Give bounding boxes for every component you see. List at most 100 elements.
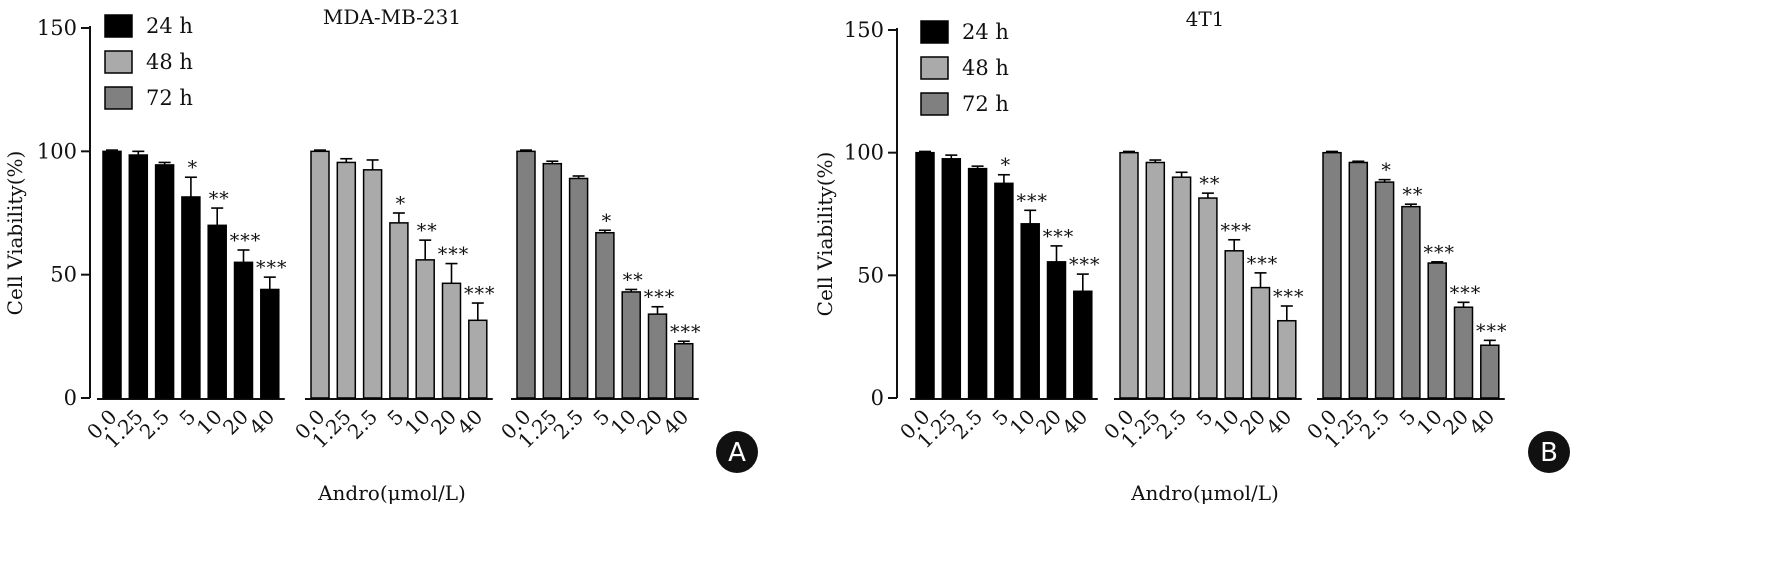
bar <box>362 169 383 399</box>
significance-marker: ** <box>1199 173 1220 195</box>
x-tick-label: 40 <box>658 405 693 440</box>
significance-marker: * <box>1001 155 1012 177</box>
significance-marker: *** <box>1220 220 1252 242</box>
legend-label: 24 h <box>146 14 193 38</box>
bar <box>1401 205 1421 399</box>
y-tick-label: 50 <box>50 263 77 287</box>
bar <box>1250 286 1271 399</box>
bar <box>1145 161 1166 399</box>
bar <box>621 291 641 399</box>
significance-marker: *** <box>464 283 496 305</box>
bar <box>1119 151 1139 399</box>
bar <box>516 150 536 399</box>
y-axis-label: Cell Viability(%) <box>813 152 837 317</box>
bar <box>260 288 280 399</box>
significance-marker: ** <box>209 188 230 210</box>
y-axis-label: Cell Viability(%) <box>3 151 27 316</box>
bar <box>310 150 330 399</box>
bar <box>595 231 615 399</box>
significance-marker: *** <box>670 321 702 343</box>
x-tick-label: 2.5 <box>135 405 174 444</box>
x-tick-label: 40 <box>1261 405 1296 440</box>
chart-panel-b: 4T1 0 50 100 150 Cell Viability(%) Andro(μmol… <box>813 7 1570 505</box>
bar <box>1322 151 1342 399</box>
legend-label: 72 h <box>962 92 1009 116</box>
legend-swatch <box>104 14 133 38</box>
chart-panel-a: MDA-MB-231 0 50 100 150 Cell Viability(%) And… <box>3 5 758 505</box>
significance-marker: *** <box>438 244 470 266</box>
panel-badge-circle <box>1528 431 1570 473</box>
bar <box>941 158 962 399</box>
significance-marker: *** <box>644 287 676 309</box>
legend-swatch <box>920 20 949 44</box>
bar <box>1046 261 1067 399</box>
bar <box>389 222 409 399</box>
legend-label: 24 h <box>962 20 1009 44</box>
y-tick-label: 150 <box>844 18 884 42</box>
bar <box>994 182 1014 399</box>
bar <box>1073 290 1093 399</box>
bar <box>647 313 668 399</box>
legend-swatch <box>104 50 133 74</box>
significance-marker: *** <box>1247 253 1279 275</box>
legend-label: 48 h <box>146 50 193 74</box>
y-tick-label: 150 <box>37 16 77 40</box>
significance-marker: * <box>1381 160 1392 182</box>
significance-marker: ** <box>417 220 438 242</box>
bar <box>181 196 201 399</box>
x-tick-label: 2.5 <box>1152 405 1191 444</box>
x-tick-label: 40 <box>1464 405 1499 440</box>
x-tick-label: 2.5 <box>1355 405 1394 444</box>
bar <box>336 161 357 399</box>
panel-label: B <box>1540 438 1558 468</box>
bar <box>1277 319 1297 399</box>
significance-marker: *** <box>1450 282 1482 304</box>
bar <box>1224 250 1244 399</box>
x-tick-label: 2.5 <box>343 405 382 444</box>
legend-swatch <box>920 92 949 116</box>
bar <box>233 261 254 399</box>
significance-marker: * <box>188 157 199 179</box>
bar <box>415 259 435 399</box>
panel-badge-circle <box>716 431 758 473</box>
y-tick-label: 0 <box>871 386 884 410</box>
x-axis-label: Andro(μmol/L) <box>1130 481 1279 505</box>
significance-marker: *** <box>1016 190 1048 212</box>
significance-marker: *** <box>1043 226 1075 248</box>
chart-title: 4T1 <box>1186 7 1225 31</box>
x-tick-label: 40 <box>244 405 279 440</box>
legend-swatch <box>920 56 949 80</box>
significance-marker: *** <box>230 230 262 252</box>
y-tick-label: 100 <box>37 139 77 163</box>
chart-title: MDA-MB-231 <box>323 5 461 29</box>
bar <box>967 167 988 399</box>
y-tick-label: 50 <box>857 263 884 287</box>
x-axis-label: Andro(μmol/L) <box>317 481 466 505</box>
bar <box>154 164 175 399</box>
significance-marker: *** <box>1273 286 1305 308</box>
x-tick-label: 40 <box>452 405 487 440</box>
panel-label-badge: B <box>1528 431 1570 473</box>
x-tick-label: 2.5 <box>549 405 588 444</box>
bar <box>568 177 589 399</box>
bar <box>1374 181 1395 399</box>
significance-marker: *** <box>1069 254 1101 276</box>
bar <box>207 224 227 399</box>
bar <box>468 319 488 399</box>
bar <box>1020 223 1040 399</box>
bar <box>441 282 462 399</box>
panel-label: A <box>728 438 746 468</box>
bar <box>102 150 122 399</box>
x-tick-label: 40 <box>1057 405 1092 440</box>
y-tick-label: 0 <box>64 386 77 410</box>
legend-swatch <box>104 86 133 110</box>
bar <box>1453 306 1474 399</box>
y-tick-label: 100 <box>844 141 884 165</box>
x-tick-label: 2.5 <box>948 405 987 444</box>
bar <box>1427 262 1447 399</box>
legend-label: 48 h <box>962 56 1009 80</box>
significance-marker: ** <box>1402 184 1423 206</box>
significance-marker: *** <box>1476 320 1508 342</box>
legend-label: 72 h <box>146 86 193 110</box>
